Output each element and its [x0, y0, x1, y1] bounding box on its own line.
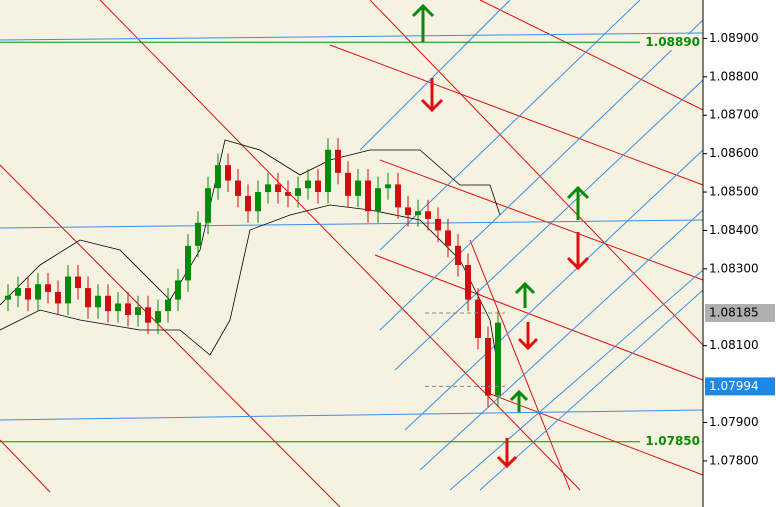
price-tag	[705, 304, 775, 323]
candle-body	[445, 230, 451, 246]
candle-body	[105, 295, 111, 312]
candle-body	[335, 149, 341, 173]
candle-body	[135, 307, 141, 315]
candle-body	[95, 295, 101, 308]
candle-body	[115, 303, 121, 312]
candle-body	[25, 288, 31, 300]
y-tick-label: 1.08500	[709, 185, 759, 199]
candle-body	[455, 245, 461, 266]
y-tick-label: 1.08700	[709, 108, 759, 122]
candle-body	[375, 188, 381, 212]
level-label-bg	[640, 34, 702, 51]
candle-body	[155, 311, 161, 323]
candle-body	[325, 149, 331, 193]
candle-body	[275, 184, 281, 193]
candle-body	[265, 184, 271, 193]
y-tick-label: 1.08600	[709, 146, 759, 160]
signal-arrows	[411, 3, 590, 469]
y-tick-label: 1.08400	[709, 223, 759, 237]
candle-body	[195, 222, 201, 246]
candle-body	[35, 284, 41, 300]
candle-body	[345, 172, 351, 196]
candle-body	[365, 180, 371, 212]
candle-body	[5, 295, 11, 300]
candle-body	[215, 165, 221, 189]
candle-body	[85, 288, 91, 308]
candle-body	[255, 192, 261, 212]
candle-body	[465, 265, 471, 300]
y-tick-label: 1.07800	[709, 453, 759, 467]
price-tag	[705, 377, 775, 396]
plot-area	[0, 0, 703, 507]
candle-body	[175, 280, 181, 300]
level-label: 1.07850	[645, 434, 700, 448]
candle-body	[405, 207, 411, 216]
y-tick-label: 1.08900	[709, 31, 759, 45]
candle-body	[285, 192, 291, 196]
candle-body	[185, 245, 191, 281]
candle-body	[45, 284, 51, 292]
candle-body	[415, 211, 421, 216]
level-label: 1.08890	[645, 35, 700, 49]
candle-body	[395, 184, 401, 208]
y-tick-label: 1.08300	[709, 261, 759, 275]
candle-body	[485, 338, 491, 396]
candle-body	[495, 322, 501, 396]
candle-body	[425, 211, 431, 219]
candle-body	[145, 307, 151, 323]
candle-body	[295, 188, 301, 196]
candle-body	[65, 276, 71, 304]
candle-body	[165, 299, 171, 312]
candle-body	[245, 195, 251, 212]
price-tag-label: 1.08185	[709, 306, 759, 320]
candle-body	[435, 218, 441, 231]
candle-body	[225, 165, 231, 181]
candle-body	[125, 303, 131, 315]
candle-body	[385, 184, 391, 189]
y-tick-label: 1.08800	[709, 69, 759, 83]
y-tick-label: 1.08100	[709, 338, 759, 352]
price-tag-label: 1.07994	[709, 379, 759, 393]
candle-body	[55, 291, 61, 304]
candle-body	[355, 180, 361, 196]
candle-body	[15, 288, 21, 296]
candle-body	[305, 180, 311, 189]
level-label-bg	[640, 433, 702, 450]
channel-lines	[0, 0, 704, 507]
candle-body	[235, 180, 241, 196]
candle-body	[75, 276, 81, 289]
candle-body	[315, 180, 321, 193]
y-tick-label: 1.07900	[709, 415, 759, 429]
candle-body	[205, 188, 211, 223]
candle-body	[475, 299, 481, 338]
